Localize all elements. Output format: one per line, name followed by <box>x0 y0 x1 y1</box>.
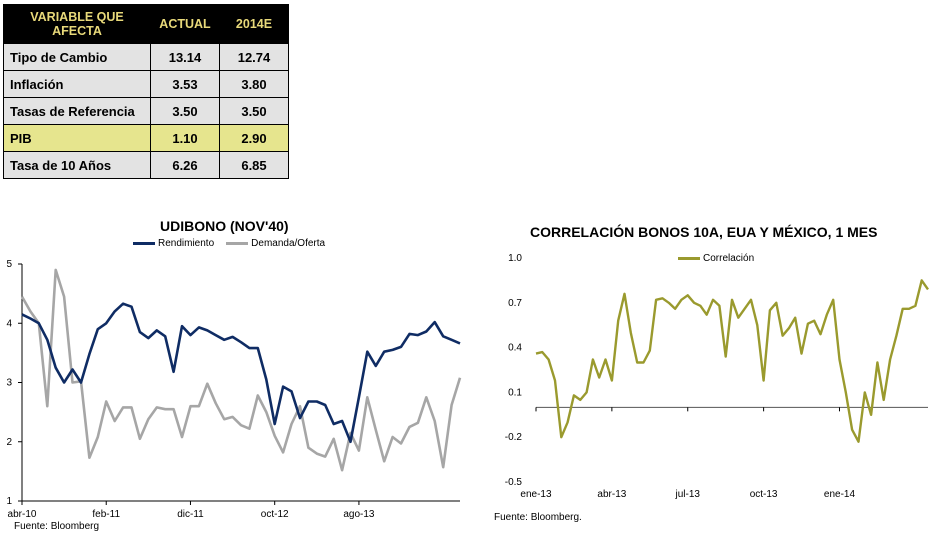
legend-label-rendimiento: Rendimiento <box>158 238 215 249</box>
row-actual: 1.10 <box>150 124 220 152</box>
table-row-highlight: PIB 1.10 2.90 <box>3 124 289 152</box>
y-tick-label: 4 <box>6 318 12 329</box>
x-tick-label: abr-13 <box>597 489 626 500</box>
header-actual: ACTUAL <box>150 4 220 44</box>
x-tick-label: feb-11 <box>92 509 120 520</box>
row-actual: 3.50 <box>150 97 220 125</box>
udibono-legend: Rendimiento Demanda/Oferta <box>133 238 325 249</box>
y-tick-label: 2 <box>6 437 12 448</box>
y-tick-label: 0.4 <box>508 343 522 354</box>
legend-swatch-rendimiento <box>133 242 155 245</box>
table-row: Inflación 3.53 3.80 <box>3 70 289 98</box>
correlacion-legend: Correlación <box>678 253 754 264</box>
row-2014e: 2.90 <box>219 124 289 152</box>
legend-swatch-correlacion <box>678 257 700 260</box>
series-line-demanda-oferta <box>20 268 462 472</box>
legend-label-demanda-oferta: Demanda/Oferta <box>251 238 326 249</box>
udibono-chart-title: UDIBONO (NOV'40) <box>160 218 289 234</box>
x-tick-label: ago-13 <box>343 509 375 520</box>
row-2014e: 12.74 <box>219 43 289 71</box>
table-row: Tasas de Referencia 3.50 3.50 <box>3 97 289 125</box>
table-row: Tipo de Cambio 13.14 12.74 <box>3 43 289 71</box>
x-tick-label: ene-14 <box>824 489 856 500</box>
y-tick-label: 5 <box>6 259 12 270</box>
row-actual: 3.53 <box>150 70 220 98</box>
row-2014e: 6.85 <box>219 151 289 179</box>
row-actual: 6.26 <box>150 151 220 179</box>
row-label: PIB <box>3 124 151 152</box>
legend-label-correlacion: Correlación <box>703 253 755 264</box>
variables-table: VARIABLE QUE AFECTA ACTUAL 2014E Tipo de… <box>3 4 289 179</box>
y-tick-label: -0.2 <box>505 432 523 443</box>
udibono-source: Fuente: Bloomberg <box>14 521 100 532</box>
series-line-rendimiento <box>21 302 461 444</box>
x-tick-label: oct-13 <box>750 489 778 500</box>
row-label: Inflación <box>3 70 151 98</box>
table-header-row: VARIABLE QUE AFECTA ACTUAL 2014E <box>3 4 289 44</box>
row-2014e: 3.50 <box>219 97 289 125</box>
series-line-correlaci-n <box>535 279 929 443</box>
x-tick-label: abr-10 <box>8 509 37 520</box>
udibono-chart: 1 2 3 4 5 abr-10 feb-11 dic-11 oct-12 ago-13 <box>6 259 462 520</box>
x-tick-label: jul-13 <box>675 489 701 500</box>
header-2014e: 2014E <box>219 4 289 44</box>
y-tick-label: 0.7 <box>508 298 522 309</box>
correlacion-source: Fuente: Bloomberg. <box>494 512 582 523</box>
x-tick-label: dic-11 <box>177 509 204 520</box>
row-label: Tipo de Cambio <box>3 43 151 71</box>
y-tick-label: -0.5 <box>505 477 523 488</box>
legend-swatch-demanda-oferta <box>226 242 249 245</box>
row-label: Tasas de Referencia <box>3 97 151 125</box>
row-2014e: 3.80 <box>219 70 289 98</box>
header-variable: VARIABLE QUE AFECTA <box>3 4 151 44</box>
x-tick-label: oct-12 <box>261 509 289 520</box>
correlacion-chart: -0.5 -0.2 0.1 0.4 0.7 1.0 ene-13 abr-13 jul-13 oc… <box>505 253 929 500</box>
row-actual: 13.14 <box>150 43 220 71</box>
y-tick-label: 1 <box>6 496 12 507</box>
y-tick-label: 3 <box>6 378 12 389</box>
correlacion-chart-title: CORRELACIÓN BONOS 10A, EUA Y MÉXICO, 1 M… <box>530 224 878 240</box>
y-tick-label: 0.1 <box>508 387 522 398</box>
y-tick-label: 1.0 <box>508 253 522 264</box>
x-tick-label: ene-13 <box>520 489 552 500</box>
table-row: Tasa de 10 Años 6.26 6.85 <box>3 151 289 179</box>
row-label: Tasa de 10 Años <box>3 151 151 179</box>
